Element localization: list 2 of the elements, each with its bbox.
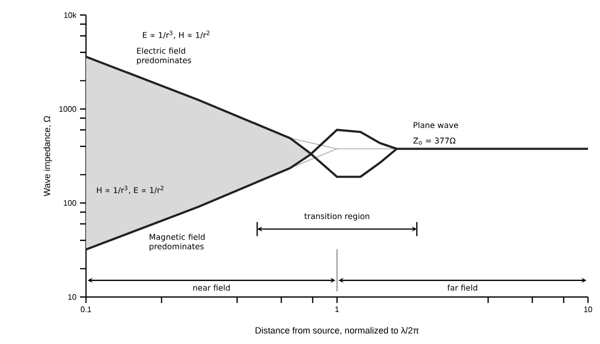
x-axis-title: Distance from source, normalized to λ/2π bbox=[256, 327, 419, 335]
y-axis-title: Wave impedance, Ω bbox=[44, 116, 52, 196]
